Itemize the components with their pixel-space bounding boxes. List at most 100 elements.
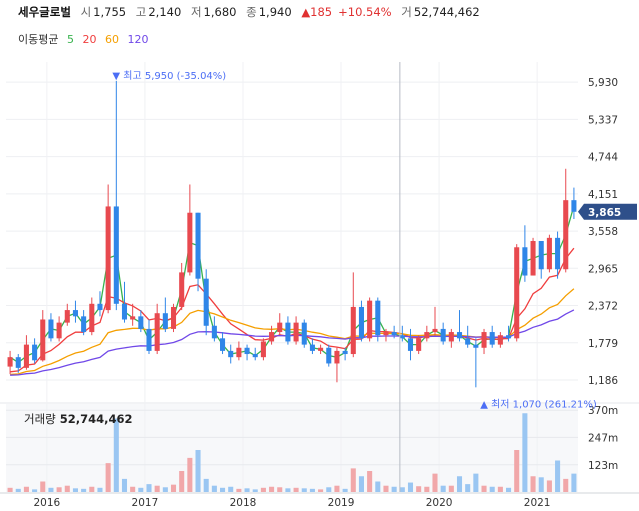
candle-body xyxy=(489,332,495,345)
volume-bar xyxy=(154,485,160,492)
volume-bar xyxy=(40,481,46,492)
volume-bar xyxy=(203,478,209,492)
volume-panel-value: 52,744,462 xyxy=(59,412,133,426)
low-label: 저 xyxy=(190,5,202,19)
candle-body xyxy=(448,332,454,342)
candle-body xyxy=(538,240,544,270)
candle-body xyxy=(7,357,13,367)
current-price-label: 3,865 xyxy=(588,207,621,219)
candle-body xyxy=(179,272,185,307)
volume-bar xyxy=(113,418,119,492)
volume-bar xyxy=(456,476,463,492)
volume-bar xyxy=(309,488,315,492)
volume-bar xyxy=(64,485,70,492)
volume-bar xyxy=(244,488,250,492)
volume-bar xyxy=(260,487,266,492)
candle-body xyxy=(424,332,430,339)
candle-body xyxy=(48,319,54,339)
candle-body xyxy=(162,313,168,329)
ma-20-legend[interactable]: 20 xyxy=(82,33,97,46)
candle-body xyxy=(391,332,397,336)
candle-body xyxy=(72,310,78,317)
candle-body xyxy=(97,303,103,311)
candle-body xyxy=(252,354,258,358)
candle-body xyxy=(530,240,536,276)
y-tick-label: 4,151 xyxy=(588,189,618,201)
close-label: 종 xyxy=(246,5,257,19)
candle-body xyxy=(23,344,29,368)
candle-body xyxy=(32,344,38,361)
volume-bar xyxy=(383,485,389,492)
volume-bar xyxy=(432,473,438,492)
volume-bar xyxy=(506,487,512,492)
ma-120-legend[interactable]: 120 xyxy=(127,33,149,46)
volume-bar xyxy=(375,481,381,492)
candle-body xyxy=(228,350,234,358)
moving-average-legend: 이동평균 5 20 60 120 xyxy=(18,31,153,47)
volume-bar xyxy=(546,480,552,492)
ma-line-5 xyxy=(9,205,575,364)
close-value: 1,940 xyxy=(258,5,292,19)
open-value: 1,755 xyxy=(93,5,127,19)
volume-bar xyxy=(220,487,226,492)
volume-bar xyxy=(489,486,495,492)
candle-body xyxy=(146,328,152,351)
volume-bar xyxy=(424,486,430,492)
current-price-tag xyxy=(578,203,637,220)
volume-bar xyxy=(130,486,136,492)
volume-bar xyxy=(15,488,21,492)
volume-bar xyxy=(301,488,307,492)
candle-body xyxy=(432,328,438,333)
y-tick-label: 5,930 xyxy=(588,77,618,89)
candle-body xyxy=(465,338,471,345)
x-tick-label: 2019 xyxy=(328,497,355,509)
ma-60-legend[interactable]: 60 xyxy=(104,33,119,46)
candle-body xyxy=(89,303,95,333)
y-tick-label: 1,779 xyxy=(588,338,618,350)
candle-body xyxy=(473,344,479,348)
high-label: 고 xyxy=(135,5,147,19)
volume-bar xyxy=(522,413,528,492)
ma-5-legend[interactable]: 5 xyxy=(66,33,74,46)
open-label: 시 xyxy=(80,5,92,19)
volume-tick-label: 370m xyxy=(588,405,618,417)
volume-bar xyxy=(195,450,201,492)
high-value: 2,140 xyxy=(148,5,182,19)
volume-bar xyxy=(146,484,152,492)
ma-line-120 xyxy=(10,309,575,376)
volume-bar xyxy=(326,487,332,492)
candle-body xyxy=(187,212,193,273)
volume-bar xyxy=(269,486,275,492)
x-tick-label: 2018 xyxy=(230,497,257,509)
candle-body xyxy=(203,278,209,326)
candle-body xyxy=(481,332,487,348)
volume-bar xyxy=(138,487,144,492)
volume-bar xyxy=(563,478,569,492)
candle-body xyxy=(236,347,242,358)
candle-body xyxy=(309,344,315,351)
volume-bar xyxy=(358,476,364,492)
volume-bar xyxy=(448,485,454,492)
candle-body xyxy=(130,316,136,320)
change-arrow-icon: ▲ xyxy=(301,5,311,19)
y-tick-label: 1,186 xyxy=(588,375,618,387)
volume-value: 52,744,462 xyxy=(413,5,480,19)
volume-bar xyxy=(56,487,62,492)
volume-bar xyxy=(440,485,446,492)
volume-bar xyxy=(81,488,87,492)
volume-tick-label: 123m xyxy=(588,460,618,472)
candle-body xyxy=(64,310,70,323)
volume-bar xyxy=(293,487,299,492)
volume-bar xyxy=(187,457,193,492)
volume-bar xyxy=(236,488,242,492)
candle-body xyxy=(367,300,373,339)
volume-bar xyxy=(23,486,29,492)
candle-body xyxy=(407,338,414,351)
volume-bar xyxy=(350,468,356,492)
candle-body xyxy=(211,325,217,339)
candle-body xyxy=(195,212,201,279)
low-annotation: ▲ 최저 1,070 (261.21%) xyxy=(480,398,597,410)
volume-bar xyxy=(416,486,422,492)
x-tick-label: 2017 xyxy=(132,497,159,509)
